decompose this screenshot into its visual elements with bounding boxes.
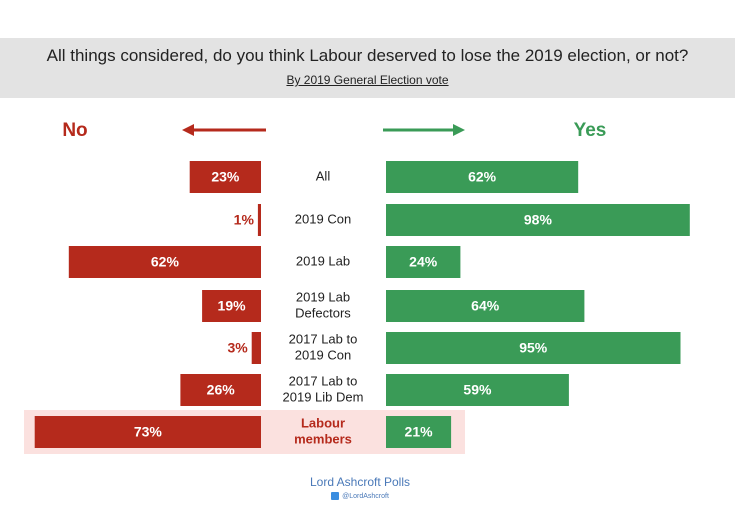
bar-no (251, 332, 261, 364)
bar-yes-value: 98% (524, 212, 553, 228)
bar-no-value: 23% (211, 169, 240, 185)
category-label: 2017 Lab to (289, 331, 358, 346)
category-label: 2019 Con (295, 211, 351, 226)
bar-yes (386, 416, 452, 448)
category-label: Defectors (295, 305, 351, 320)
twitter-handle: @LordAshcroft (0, 492, 720, 500)
source-label: Lord Ashcroft Polls (309, 475, 411, 489)
category-label: 2017 Lab to (289, 373, 358, 388)
legend-yes-arrowhead (453, 124, 465, 136)
chart-subtitle: By 2019 General Election vote (286, 73, 449, 87)
bar-yes (386, 161, 579, 193)
bar-yes-value: 21% (405, 424, 434, 440)
bar-no-value: 1% (234, 212, 255, 228)
category-label: 2019 Con (295, 347, 351, 362)
category-label: members (294, 431, 352, 446)
legend-yes-label: Yes (574, 120, 607, 141)
bar-no-value: 19% (218, 298, 247, 314)
bar-yes-value: 59% (463, 382, 492, 398)
bar-yes (386, 290, 585, 322)
category-label: 2019 Lab (296, 289, 350, 304)
bar-yes (386, 204, 690, 236)
chart-title: All things considered, do you think Labo… (46, 46, 689, 65)
category-label: 2019 Lib Dem (283, 389, 364, 404)
diverging-bar-chart: No Yes 23% 62% All 1% 98% 2019 Con 62% 24% 2019 La… (24, 120, 690, 454)
bar-yes (386, 374, 569, 406)
bar-no (202, 290, 261, 322)
bar-no-value: 73% (134, 424, 163, 440)
bar-no-value: 62% (151, 254, 180, 270)
bar-yes-value: 62% (468, 169, 497, 185)
bar-no (257, 204, 261, 236)
bar-yes (386, 332, 681, 364)
category-label: Labour (301, 415, 345, 430)
legend-no-label: No (62, 120, 87, 141)
category-label: 2019 Lab (296, 253, 350, 268)
bar-no-value: 26% (207, 382, 236, 398)
chart-header: All things considered, do you think Labo… (0, 38, 735, 98)
bar-yes-value: 95% (519, 340, 548, 356)
twitter-handle-text: @LordAshcroft (342, 492, 389, 500)
bar-no (189, 161, 261, 193)
bar-no (180, 374, 261, 406)
bar-no-value: 3% (227, 340, 248, 356)
bar-yes-value: 24% (409, 254, 438, 270)
twitter-icon (331, 492, 340, 500)
bar-yes-value: 64% (471, 298, 500, 314)
category-label: All (316, 168, 331, 183)
bar-no (34, 416, 262, 448)
bar-no (68, 246, 261, 278)
legend-no-arrowhead (182, 124, 194, 136)
bar-yes (386, 246, 461, 278)
